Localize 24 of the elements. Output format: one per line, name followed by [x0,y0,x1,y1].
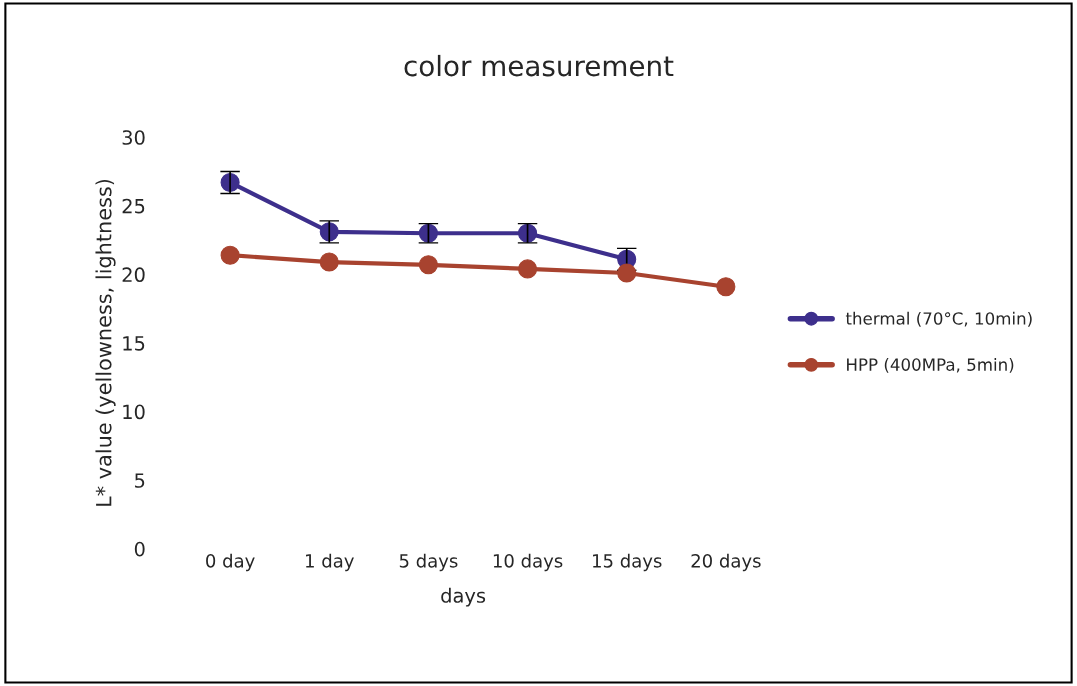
legend-label: HPP (400MPa, 5min) [847,358,1014,373]
x-tick-label: 15 days [593,553,662,572]
point [617,263,637,283]
y-tick-label: 25 [122,198,145,214]
point [220,245,240,265]
y-tick-label: 5 [135,473,145,488]
y-axis-title: L* value (yellowness, lightness) [95,179,116,506]
legend-label: thermal (70°C, 10min) [845,311,1032,327]
y-tick-label: 0 [134,541,145,557]
point [716,277,736,297]
x-tick-label: 0 day [206,553,255,572]
point [518,259,538,279]
y-tick-label: 30 [122,130,145,145]
x-tick-label: 5 days [399,553,458,572]
x-tick-label: 1 day [306,553,354,572]
y-tick-label: 15 [123,336,145,351]
x-tick-label: 10 days [493,553,563,572]
chart-title: color measurement [404,54,674,77]
point [418,255,438,275]
y-tick-label: 20 [122,267,145,283]
x-tick-label: 20 days [691,553,761,572]
x-axis-title: days [441,587,486,607]
point [319,252,339,272]
y-tick-label: 10 [123,404,145,420]
